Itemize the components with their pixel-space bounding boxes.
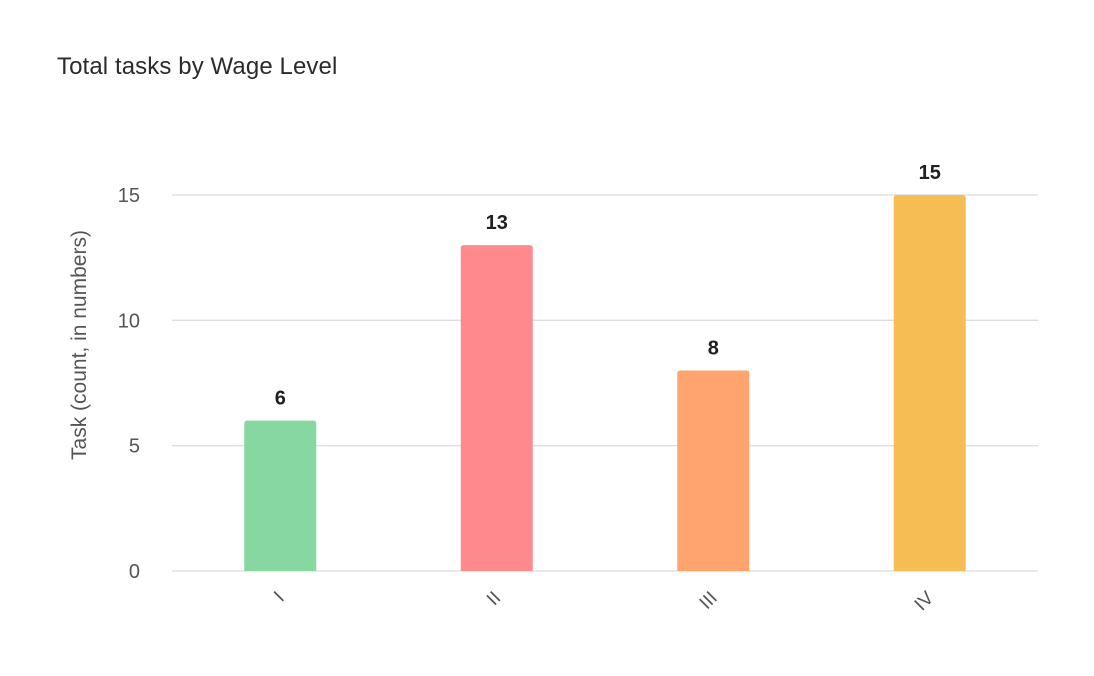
- data-label-ii: 13: [486, 212, 508, 234]
- data-label-iv: 15: [919, 162, 941, 184]
- x-axis-ticks: I II III IV: [270, 587, 938, 615]
- bar-i: [244, 420, 317, 571]
- y-axis-ticks: 0 5 10 15: [118, 185, 140, 583]
- bars: [244, 195, 966, 571]
- bar-ii: [460, 245, 533, 571]
- x-tick-label-iii: III: [696, 588, 722, 614]
- bar-iv: [893, 195, 966, 571]
- data-label-i: 6: [275, 388, 286, 410]
- chart-title: Total tasks by Wage Level: [57, 53, 338, 80]
- data-labels: 6 13 8 15: [275, 162, 941, 410]
- y-tick-label: 5: [129, 436, 140, 458]
- x-tick-label-ii: II: [483, 588, 505, 610]
- bar-iii: [677, 370, 750, 571]
- y-tick-label: 15: [118, 185, 140, 207]
- gridlines: [172, 194, 1038, 572]
- x-tick-label-i: I: [270, 588, 289, 607]
- x-tick-label-iv: IV: [911, 587, 939, 615]
- y-tick-label: 0: [129, 561, 140, 583]
- y-tick-label: 10: [118, 310, 140, 332]
- data-label-iii: 8: [708, 337, 719, 359]
- y-axis-label: Task (count, in numbers): [68, 230, 91, 460]
